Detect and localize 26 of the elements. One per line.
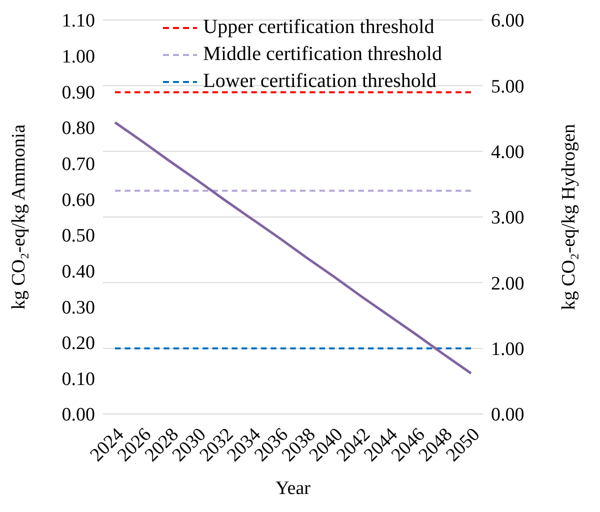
line-series [114, 121, 472, 375]
y2-tick-label: 2.00 [491, 273, 524, 294]
y-tick-label: 1.00 [62, 46, 95, 68]
y-tick-label: 0.80 [62, 118, 95, 140]
y2-tick-label: 3.00 [491, 208, 524, 229]
y-tick-label: 1.10 [62, 10, 95, 32]
y-tick-label: 0.00 [62, 404, 95, 426]
y-tick-label: 0.30 [62, 297, 95, 318]
y2-tick-label: 4.00 [491, 142, 524, 164]
y2-tick-label: 1.00 [491, 339, 524, 360]
y-tick-label: 0.10 [62, 368, 95, 390]
y-axis-title: kg CO₂-eq/kg Ammonia [8, 124, 30, 310]
y2-tick-label: 5.00 [491, 76, 524, 98]
y-tick-label: 0.90 [62, 82, 95, 104]
y-tick-label: 0.40 [62, 261, 95, 282]
x-axis-title: Year [275, 478, 312, 499]
y2-axis-title: kg CO₂-eq/kg Hydrogen [558, 123, 580, 310]
legend-label: Lower certification threshold [203, 69, 436, 94]
y2-tick-label: 0.00 [491, 404, 524, 426]
y-tick-label: 0.50 [62, 226, 95, 247]
y-tick-label: 0.20 [62, 333, 95, 354]
y-tick-label: 0.70 [62, 154, 95, 176]
legend-label: Upper certification threshold [203, 15, 434, 40]
y2-tick-label: 6.00 [491, 10, 524, 32]
y-tick-label: 0.60 [62, 190, 95, 211]
legend-label: Middle certification threshold [203, 42, 442, 67]
